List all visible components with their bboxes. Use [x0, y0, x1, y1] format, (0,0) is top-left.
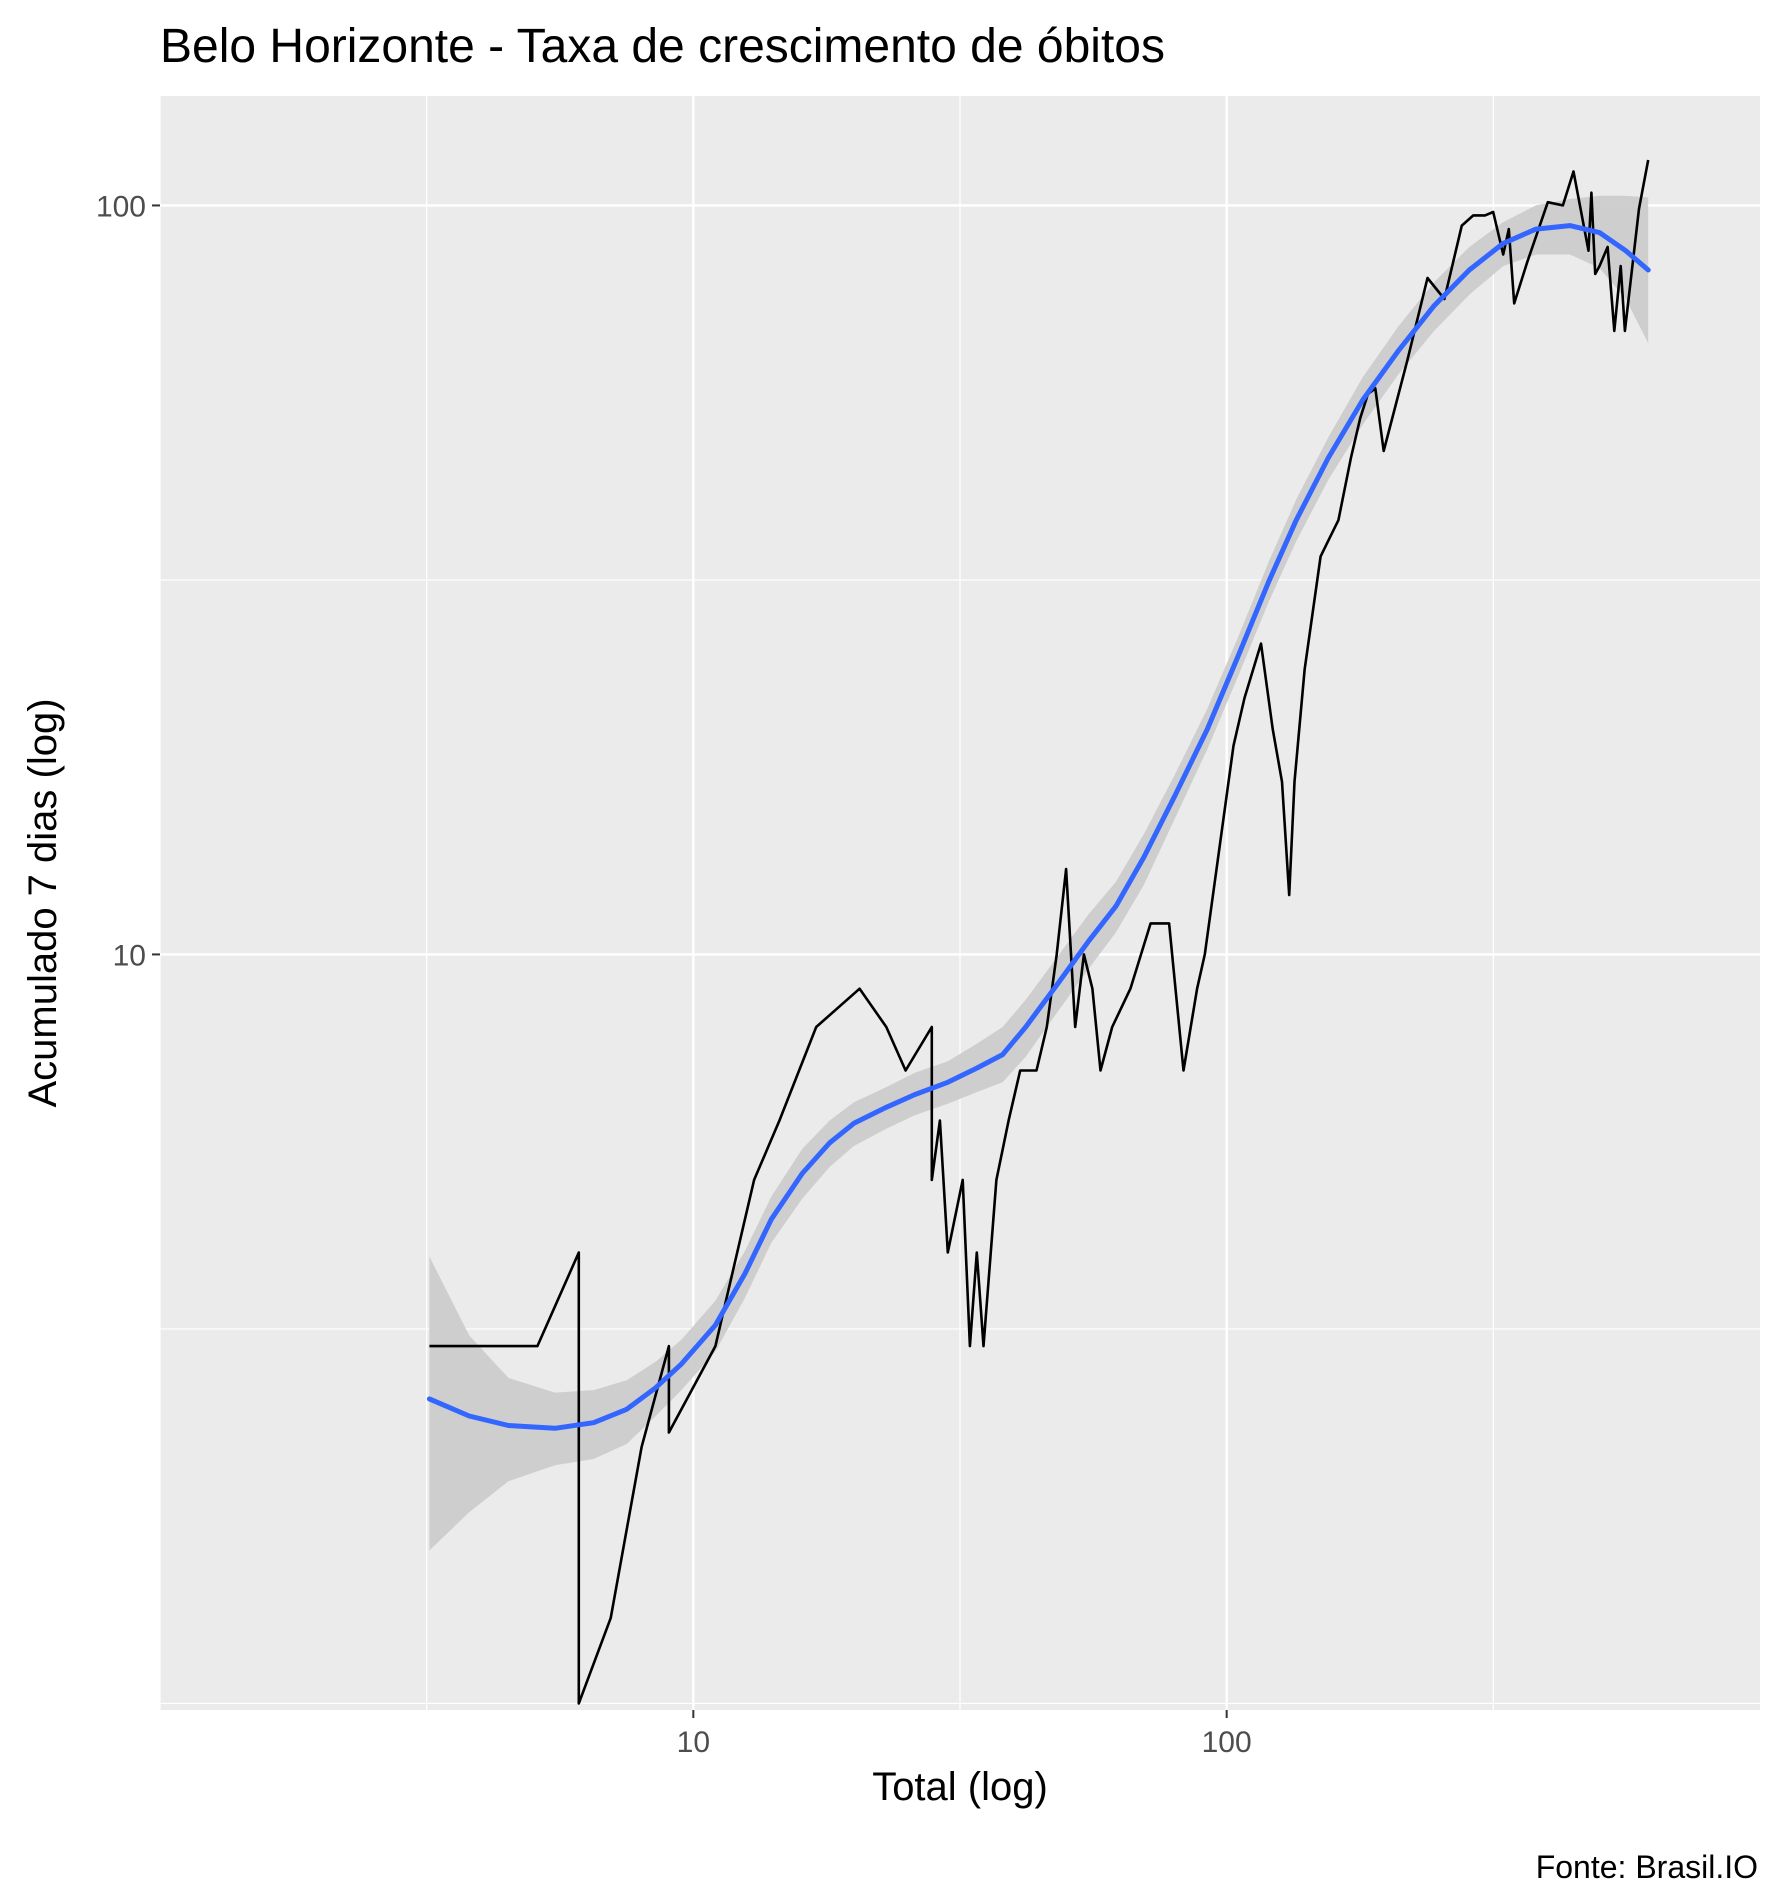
minor-grid — [159, 96, 1760, 1710]
x-tick-label: 100 — [1202, 1726, 1252, 1759]
y-axis-title: Acumulado 7 dias (log) — [21, 698, 65, 1107]
major-grid — [160, 96, 1760, 1710]
smoothed-trend-line — [426, 223, 1651, 1431]
y-axis: 10 100 — [96, 190, 160, 972]
x-axis-title: Total (log) — [872, 1765, 1048, 1809]
caption: Fonte: Brasil.IO — [1536, 1849, 1758, 1885]
chart-title: Belo Horizonte - Taxa de crescimento de … — [160, 20, 1165, 73]
x-axis: 10 100 — [677, 1710, 1252, 1759]
confidence-band — [429, 195, 1649, 1551]
x-tick-label: 10 — [677, 1726, 710, 1759]
observed-deaths-line — [429, 159, 1650, 1705]
y-tick-label: 100 — [96, 190, 146, 223]
y-tick-label: 10 — [113, 939, 146, 972]
